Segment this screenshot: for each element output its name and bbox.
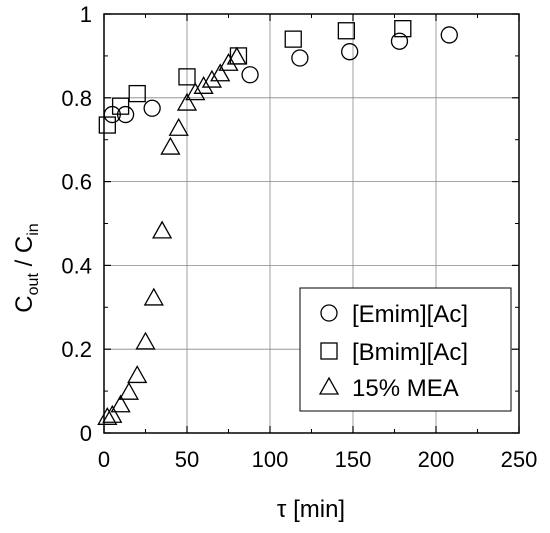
y-tick-label: 0.6 bbox=[61, 170, 92, 195]
x-tick-label: 250 bbox=[501, 447, 538, 472]
point-square bbox=[178, 68, 196, 86]
legend: [Emim][Ac] [Bmim][Ac] 15% MEA bbox=[299, 287, 512, 412]
x-tick-label: 200 bbox=[418, 447, 455, 472]
point-square bbox=[111, 97, 130, 115]
point-triangle bbox=[102, 404, 123, 423]
point-square bbox=[98, 116, 116, 134]
tick-labels: 0 50 100 150 200 250 0 0.2 0.4 0.6 0.8 1 bbox=[61, 2, 537, 472]
legend-label-bmim: [Bmim][Ac] bbox=[352, 339, 468, 366]
y-label-main: C bbox=[11, 295, 38, 312]
legend-label-mea: 15% MEA bbox=[352, 375, 459, 402]
point-triangle bbox=[135, 331, 156, 350]
point-square bbox=[128, 84, 146, 103]
legend-label-emim: [Emim][Ac] bbox=[352, 301, 468, 328]
point-circle bbox=[440, 26, 458, 44]
point-triangle bbox=[218, 52, 239, 71]
y-tick-label: 0 bbox=[80, 421, 92, 446]
x-tick-label: 0 bbox=[98, 447, 110, 472]
point-triangle bbox=[193, 75, 214, 94]
legend-marker-mea bbox=[318, 376, 340, 395]
x-axis-label: τ [min] bbox=[277, 496, 345, 523]
point-triangle bbox=[210, 63, 231, 82]
point-triangle bbox=[185, 82, 206, 101]
point-triangle bbox=[201, 69, 223, 88]
point-circle bbox=[341, 43, 359, 61]
point-square bbox=[284, 30, 302, 48]
y-tick-label: 1 bbox=[80, 2, 92, 27]
point-square bbox=[394, 20, 412, 38]
y-label-sub-in: in bbox=[25, 223, 42, 235]
point-triangle bbox=[226, 46, 247, 65]
axis-ticks bbox=[103, 13, 520, 434]
point-triangle bbox=[110, 394, 131, 413]
point-triangle bbox=[127, 365, 148, 384]
point-triangle bbox=[176, 92, 198, 111]
x-tick-label: 150 bbox=[335, 447, 372, 472]
point-circle bbox=[241, 66, 259, 84]
point-square bbox=[337, 22, 356, 40]
y-label-slash: / C bbox=[11, 236, 38, 273]
point-triangle bbox=[118, 381, 140, 400]
data-points bbox=[97, 20, 458, 425]
y-axis-label: Cout / Cin bbox=[11, 223, 42, 312]
x-tick-label: 50 bbox=[175, 447, 199, 472]
point-circle bbox=[390, 32, 409, 50]
x-tick-label: 100 bbox=[252, 447, 289, 472]
legend-marker-bmim bbox=[320, 342, 338, 360]
point-circle bbox=[143, 99, 161, 117]
point-triangle bbox=[97, 407, 118, 425]
y-tick-label: 0.4 bbox=[61, 253, 92, 278]
point-triangle bbox=[143, 287, 164, 306]
y-tick-label: 0.8 bbox=[61, 86, 92, 111]
point-circle bbox=[291, 49, 309, 67]
point-triangle bbox=[168, 117, 189, 136]
y-tick-label: 0.2 bbox=[61, 337, 92, 362]
point-triangle bbox=[151, 220, 173, 239]
y-label-sub-out: out bbox=[25, 273, 42, 296]
point-triangle bbox=[160, 136, 181, 155]
legend-marker-emim bbox=[320, 304, 338, 322]
